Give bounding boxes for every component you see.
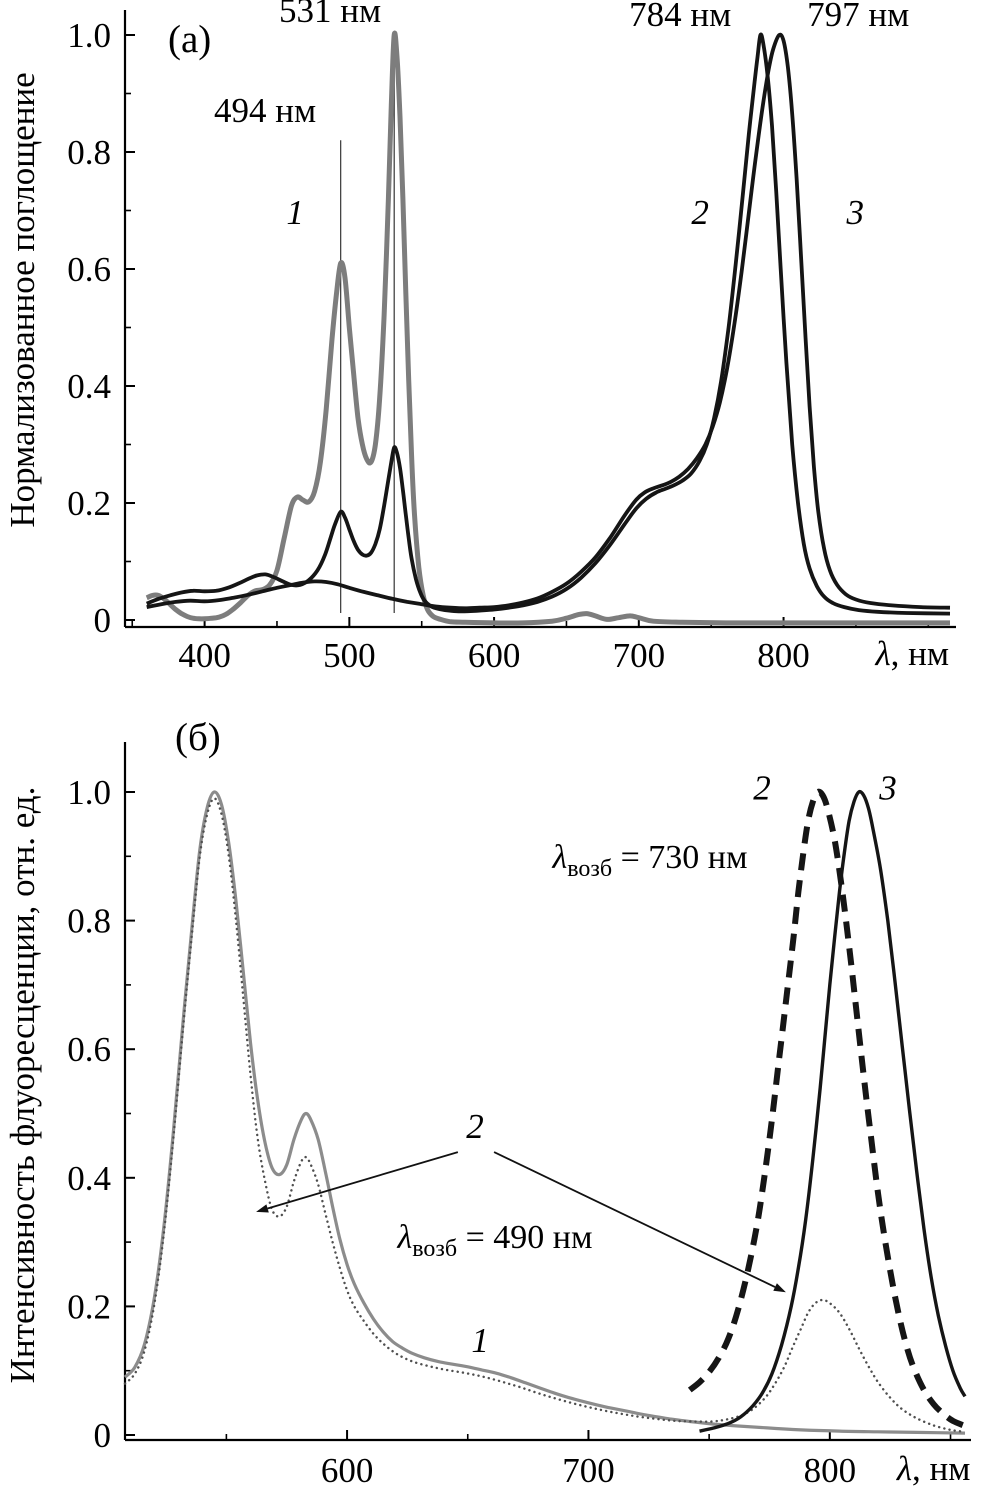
y-tick-label-a-1: 1.0 (67, 16, 111, 55)
y-axis-title-b: Интенсивность флуоресценции, отн. ед. (3, 787, 42, 1384)
annotation-a-8: λ, нм (874, 634, 949, 673)
x-tick-label-a-800: 800 (757, 636, 810, 675)
y-tick-label-b-1: 1.0 (67, 773, 111, 812)
y-axis-title-a: Нормализованное поглощение (3, 72, 42, 527)
arrow-line-b-1 (493, 1151, 776, 1288)
annotation-a-3: 784 нм (629, 0, 731, 34)
series-a-1 (145, 30, 950, 626)
annotation-b-1: 2 (753, 769, 771, 808)
x-tick-label-b-700: 700 (562, 1451, 615, 1490)
series-b-4 (699, 789, 967, 1433)
x-tick-label-a-500: 500 (323, 636, 376, 675)
annotation-b-4: λвозб = 490 нм (397, 1219, 593, 1262)
arrow-line-b-0 (267, 1151, 459, 1210)
annotation-b-6: 1 (471, 1321, 489, 1360)
series-a-3 (146, 32, 951, 611)
y-tick-label-b-0.6: 0.6 (67, 1030, 111, 1069)
x-tick-label-a-400: 400 (178, 636, 231, 675)
x-tick-label-b-800: 800 (804, 1451, 857, 1490)
y-tick-label-b-0.4: 0.4 (67, 1159, 111, 1198)
annotation-b-3: λвозб = 730 нм (552, 839, 748, 882)
annotation-b-2: 3 (878, 769, 897, 808)
annotation-a-4: 797 нм (807, 0, 909, 34)
y-tick-label-a-0.4: 0.4 (67, 367, 111, 406)
series-b-2 (123, 797, 967, 1433)
y-tick-label-a-0.6: 0.6 (67, 250, 111, 289)
arrow-head-b-1 (773, 1283, 786, 1293)
annotation-b-5: 2 (466, 1107, 484, 1146)
annotation-a-2: 531 нм (279, 0, 381, 30)
y-tick-label-b-0.8: 0.8 (67, 902, 111, 941)
annotation-a-7: 3 (845, 193, 864, 232)
y-tick-label-b-0: 0 (94, 1416, 112, 1455)
x-tick-label-a-700: 700 (613, 636, 666, 675)
series-b-3 (687, 788, 967, 1429)
annotation-a-6: 2 (691, 193, 709, 232)
annotation-b-7: λ, нм (896, 1449, 971, 1488)
y-tick-label-a-0.8: 0.8 (67, 133, 111, 172)
x-tick-label-b-600: 600 (321, 1451, 374, 1490)
annotation-b-0: (б) (175, 716, 221, 759)
y-tick-label-b-0.2: 0.2 (67, 1287, 111, 1326)
annotation-a-0: (а) (168, 18, 211, 61)
y-tick-label-a-0: 0 (94, 601, 112, 640)
y-tick-label-a-0.2: 0.2 (67, 484, 111, 523)
annotation-a-5: 1 (286, 193, 304, 232)
x-tick-label-a-600: 600 (468, 636, 521, 675)
annotation-a-1: 494 нм (214, 91, 316, 130)
series-b-1 (123, 790, 966, 1435)
arrow-head-b-0 (256, 1204, 269, 1213)
